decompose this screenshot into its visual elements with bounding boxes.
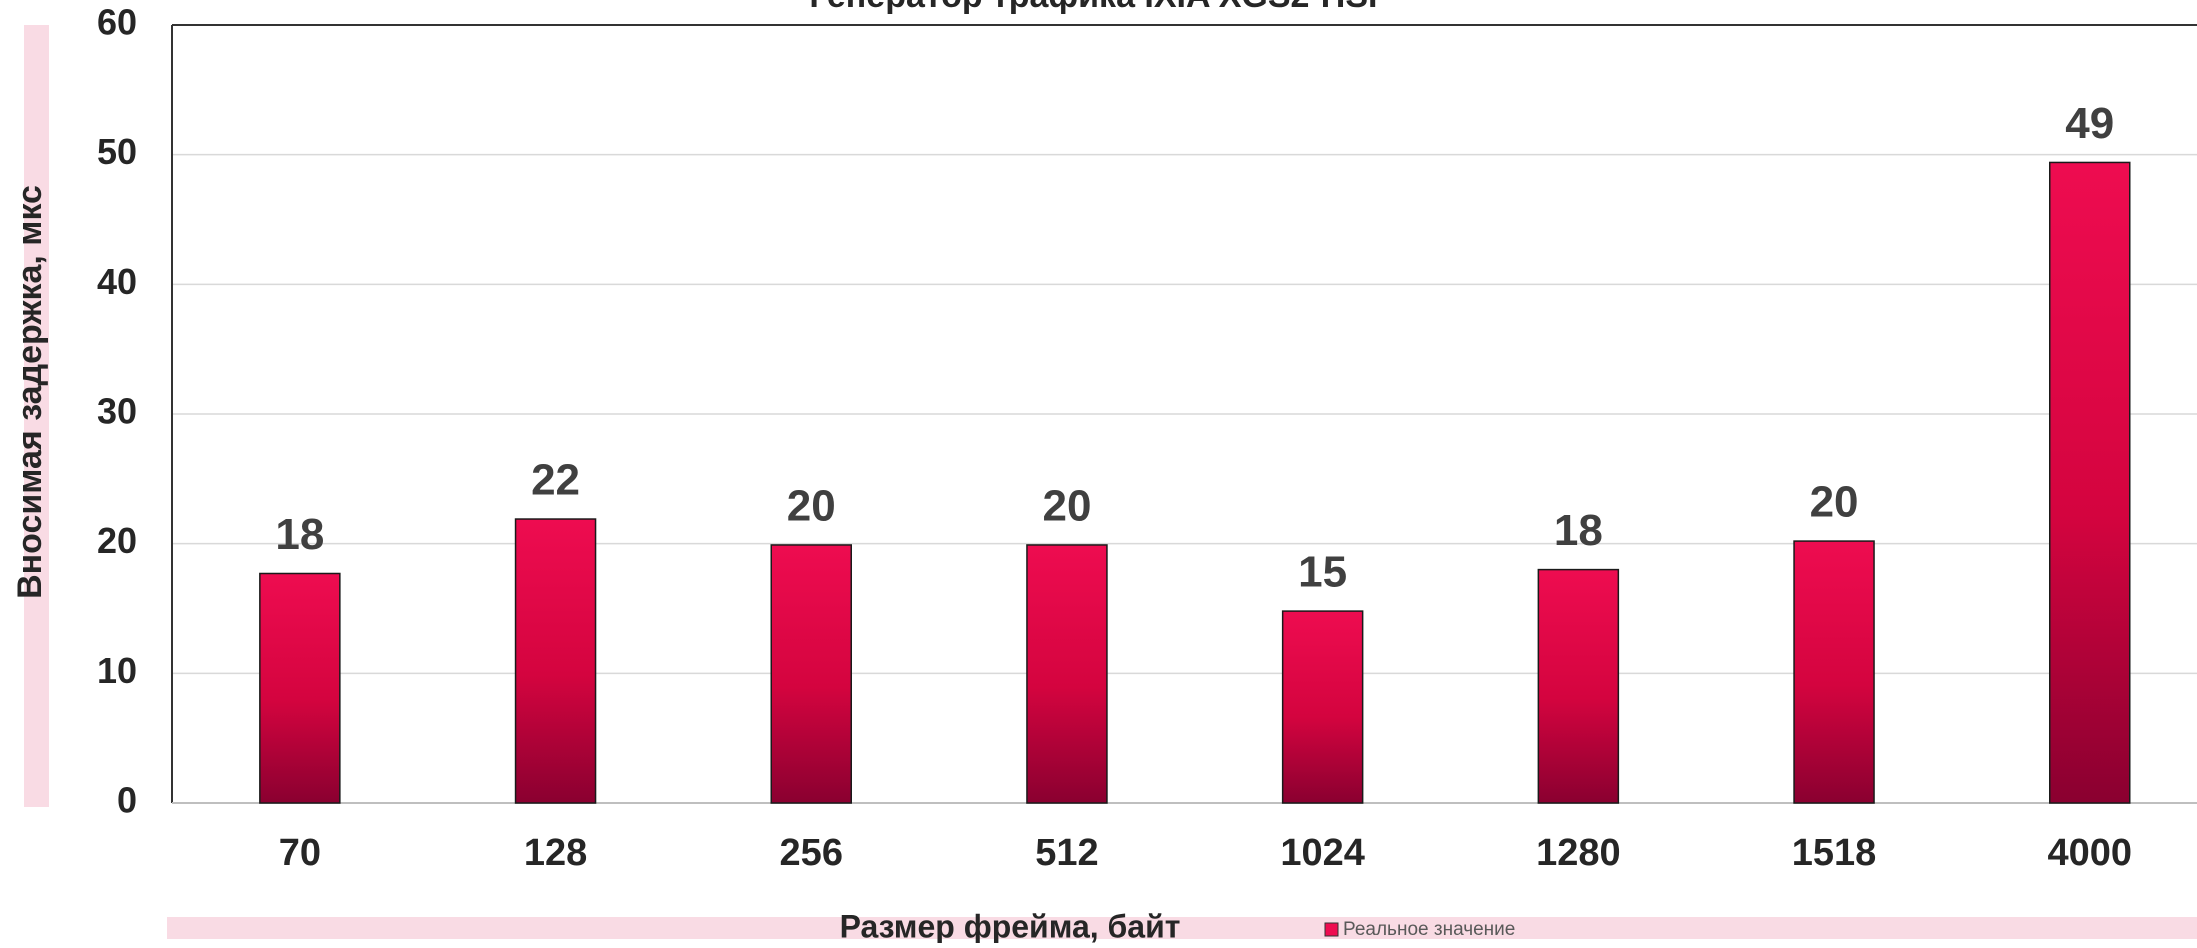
x-label-band — [167, 917, 2197, 939]
bar — [1537, 568, 1620, 804]
x-tick-label: 1280 — [1536, 832, 1621, 874]
y-tick-label: 20 — [97, 520, 137, 561]
bar — [259, 572, 341, 804]
y-tick-label: 50 — [97, 131, 137, 172]
bar — [1793, 540, 1875, 804]
x-tick-label: 256 — [780, 832, 843, 874]
bar — [770, 544, 852, 804]
data-label: 20 — [1810, 478, 1859, 527]
x-tick-label: 128 — [524, 832, 587, 874]
legend-label: Реальное значение — [1343, 919, 1515, 940]
bar — [1281, 610, 1364, 804]
data-label: 49 — [2065, 99, 2114, 148]
y-tick-label: 10 — [97, 650, 137, 691]
bar — [514, 518, 597, 804]
data-label: 18 — [275, 510, 324, 559]
data-label: 22 — [531, 456, 580, 505]
x-axis-label: Размер фрейма, байт — [840, 908, 1181, 943]
x-tick-label: 4000 — [2047, 832, 2132, 874]
x-tick-label: 1518 — [1792, 832, 1877, 874]
y-tick-label: 0 — [117, 780, 137, 821]
y-axis-label: Вносимая задержка, мкс — [11, 185, 49, 599]
y-label-band — [24, 25, 49, 807]
y-tick-label: 40 — [97, 261, 137, 302]
data-label: 20 — [1042, 482, 1091, 531]
legend-swatch — [1324, 922, 1339, 937]
data-label: 20 — [787, 482, 836, 531]
data-label: 15 — [1298, 548, 1347, 597]
data-label: 18 — [1554, 506, 1603, 555]
bar — [2049, 161, 2131, 804]
bar — [1026, 544, 1108, 804]
x-tick-label: 70 — [279, 832, 321, 874]
y-tick-label: 60 — [97, 2, 137, 43]
y-tick-label: 30 — [97, 391, 137, 432]
x-tick-label: 1024 — [1280, 832, 1365, 874]
x-tick-label: 512 — [1035, 832, 1098, 874]
chart-title: Генератор трафика IXIA XGS2-HSP — [809, 0, 1390, 15]
